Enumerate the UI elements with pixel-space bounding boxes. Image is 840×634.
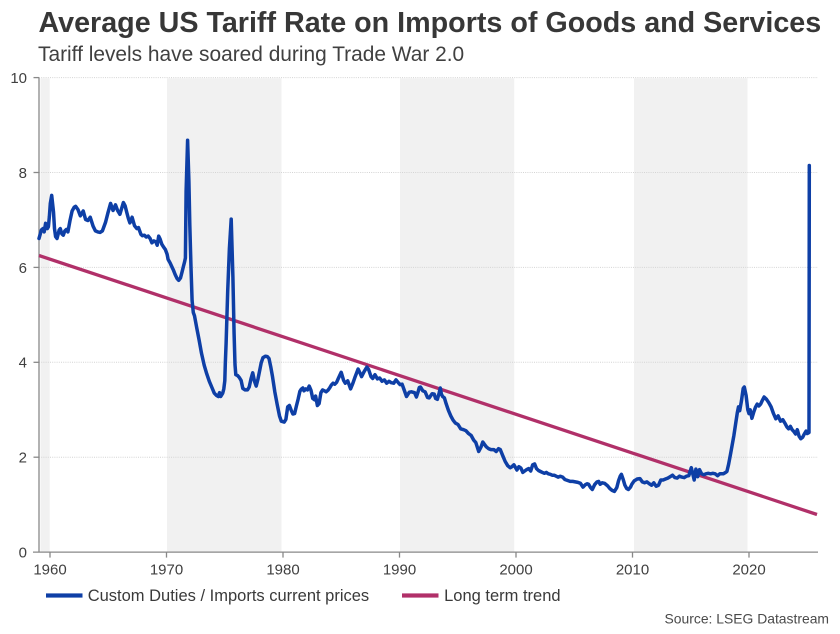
svg-text:Average US Tariff Rate on Impo: Average US Tariff Rate on Imports of Goo…: [39, 7, 822, 39]
svg-text:2010: 2010: [616, 562, 649, 579]
svg-text:1970: 1970: [150, 562, 183, 579]
svg-text:1990: 1990: [383, 562, 416, 579]
svg-text:Tariff levels have soared duri: Tariff levels have soared during Trade W…: [38, 43, 464, 66]
svg-text:2000: 2000: [499, 562, 532, 579]
svg-text:2: 2: [19, 450, 27, 467]
svg-text:6: 6: [19, 260, 27, 277]
svg-text:Custom Duties / Imports curren: Custom Duties / Imports current prices: [88, 587, 370, 605]
svg-text:Long term trend: Long term trend: [444, 587, 560, 605]
svg-text:1960: 1960: [33, 562, 66, 579]
svg-text:10: 10: [10, 70, 27, 87]
svg-text:Source: LSEG Datastream: Source: LSEG Datastream: [665, 611, 829, 627]
svg-text:1980: 1980: [266, 562, 299, 579]
svg-text:4: 4: [19, 355, 27, 372]
svg-text:2020: 2020: [732, 562, 765, 579]
svg-text:8: 8: [19, 165, 27, 182]
svg-text:0: 0: [19, 545, 27, 562]
